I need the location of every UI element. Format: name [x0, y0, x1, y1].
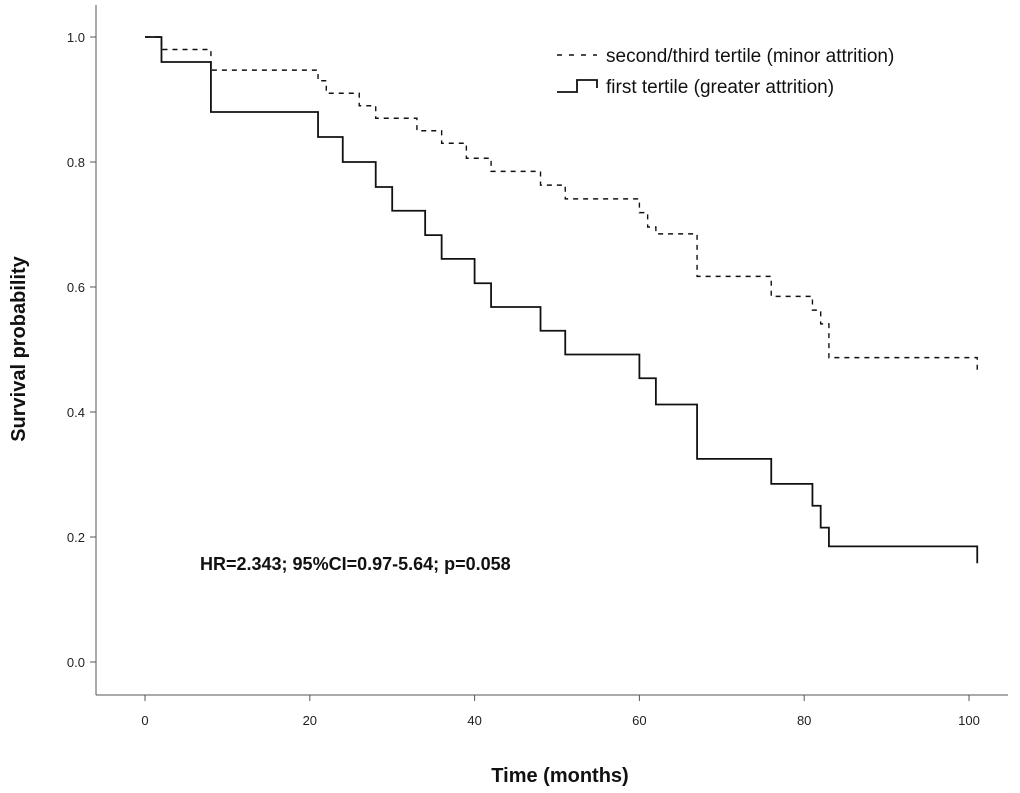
x-tick-label: 20	[303, 713, 317, 728]
x-tick-label: 80	[797, 713, 811, 728]
y-tick-label: 0.4	[67, 405, 85, 420]
axes: 0.0 0.2 0.4 0.6 0.8 1.0 0 20 40 60 80 100	[67, 5, 1008, 728]
x-tick-label: 40	[467, 713, 481, 728]
x-tick-label: 60	[632, 713, 646, 728]
y-tick-label: 0.6	[67, 280, 85, 295]
legend-swatch-solid	[557, 79, 598, 93]
legend: second/third tertile (minor attrition) fi…	[557, 46, 894, 98]
x-axis-title: Time (months)	[491, 765, 628, 787]
series-first-tertile	[145, 36, 979, 564]
series-second-third-tertile	[145, 36, 978, 371]
y-tick-label: 0.2	[67, 530, 85, 545]
y-tick-label: 1.0	[67, 30, 85, 45]
y-tick-label: 0.8	[67, 155, 85, 170]
legend-label: first tertile (greater attrition)	[606, 77, 834, 98]
y-axis-title: Survival probability	[8, 255, 30, 441]
x-tick-label: 100	[958, 713, 980, 728]
plot-area	[145, 36, 979, 564]
hazard-ratio-annotation: HR=2.343; 95%CI=0.97-5.64; p=0.058	[200, 554, 511, 574]
x-tick-label: 0	[141, 713, 148, 728]
y-tick-label: 0.0	[67, 655, 85, 670]
legend-label: second/third tertile (minor attrition)	[606, 46, 894, 67]
